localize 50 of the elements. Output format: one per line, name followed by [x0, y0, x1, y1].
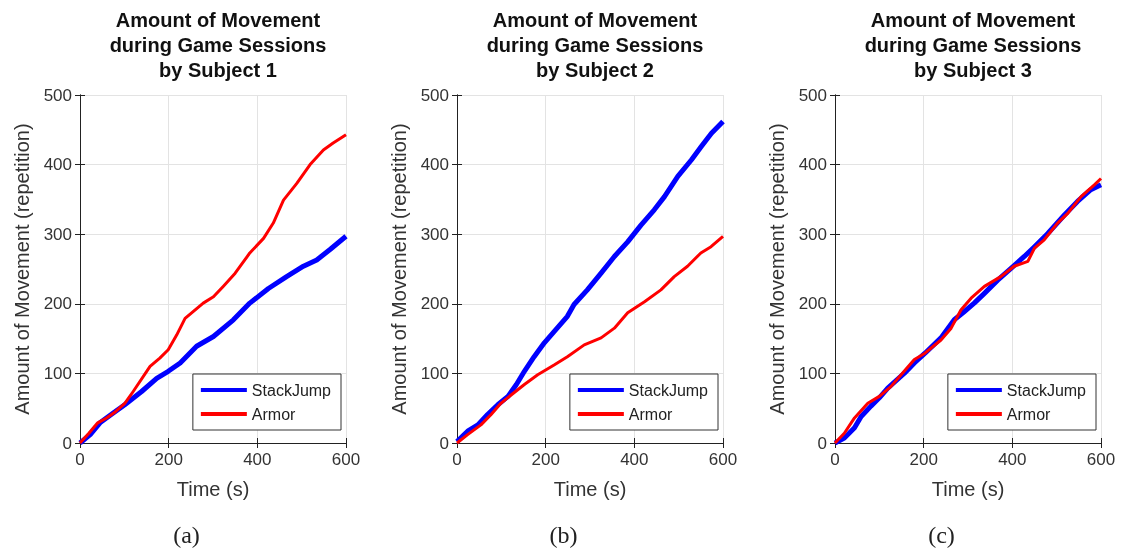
y-tick-label: 0 — [62, 433, 72, 453]
legend-label: StackJump — [628, 381, 709, 399]
x-axis-title: Time (s) — [176, 478, 250, 500]
y-tick-label: 100 — [420, 363, 449, 383]
x-tick-label: 200 — [154, 450, 183, 469]
chart-title: Amount of Movement during Game Sessions by Subject 2 — [486, 8, 704, 81]
x-tick-label: 600 — [331, 450, 361, 469]
x-axis-title: Time (s) — [931, 478, 1005, 500]
x-tick-label: 0 — [830, 450, 840, 469]
x-tick-label: 400 — [998, 450, 1027, 469]
y-tick-label: 200 — [420, 294, 449, 314]
y-axis-title: Amount of Movement (repetition) — [11, 123, 33, 415]
y-tick-label: 400 — [420, 155, 449, 175]
line-series — [455, 234, 725, 445]
x-tick-label: 400 — [620, 450, 649, 469]
y-tick-label: 200 — [798, 294, 827, 314]
y-axis-title: Amount of Movement (repetition) — [766, 123, 788, 415]
x-tick-label: 0 — [75, 450, 85, 469]
x-tick-label: 0 — [452, 450, 462, 469]
x-tick-label: 200 — [909, 450, 938, 469]
x-tick-label: 400 — [243, 450, 272, 469]
y-tick-label: 400 — [43, 155, 72, 175]
y-tick-label: 500 — [420, 85, 449, 105]
y-tick-label: 500 — [43, 85, 72, 105]
legend-label: Armor — [251, 405, 297, 423]
y-tick-label: 300 — [420, 224, 449, 244]
x-tick-label: 200 — [531, 450, 560, 469]
chart-title: Amount of Movement during Game Sessions by Subject 3 — [864, 8, 1082, 81]
legend-label: StackJump — [1006, 381, 1087, 399]
legend-label: StackJump — [251, 381, 332, 399]
y-axis-title: Amount of Movement (repetition) — [388, 123, 410, 415]
y-tick-label: 0 — [817, 433, 827, 453]
text: (a) — [172, 522, 201, 549]
y-tick-label: 300 — [798, 224, 827, 244]
y-tick-label: 500 — [798, 85, 827, 105]
legend-label: Armor — [1006, 405, 1052, 423]
x-tick-label: 600 — [1086, 450, 1116, 469]
y-tick-label: 200 — [43, 294, 72, 314]
y-tick-label: 300 — [43, 224, 72, 244]
y-tick-label: 400 — [798, 155, 827, 175]
legend-label: Armor — [628, 405, 674, 423]
y-tick-label: 100 — [43, 363, 72, 383]
text: (b) — [548, 522, 579, 549]
text: (c) — [927, 522, 956, 549]
y-tick-label: 0 — [439, 433, 449, 453]
x-axis-title: Time (s) — [553, 478, 627, 500]
y-tick-label: 100 — [798, 363, 827, 383]
x-tick-label: 600 — [708, 450, 738, 469]
chart-title: Amount of Movement during Game Sessions by Subject 1 — [109, 8, 327, 81]
line-series — [78, 133, 348, 445]
